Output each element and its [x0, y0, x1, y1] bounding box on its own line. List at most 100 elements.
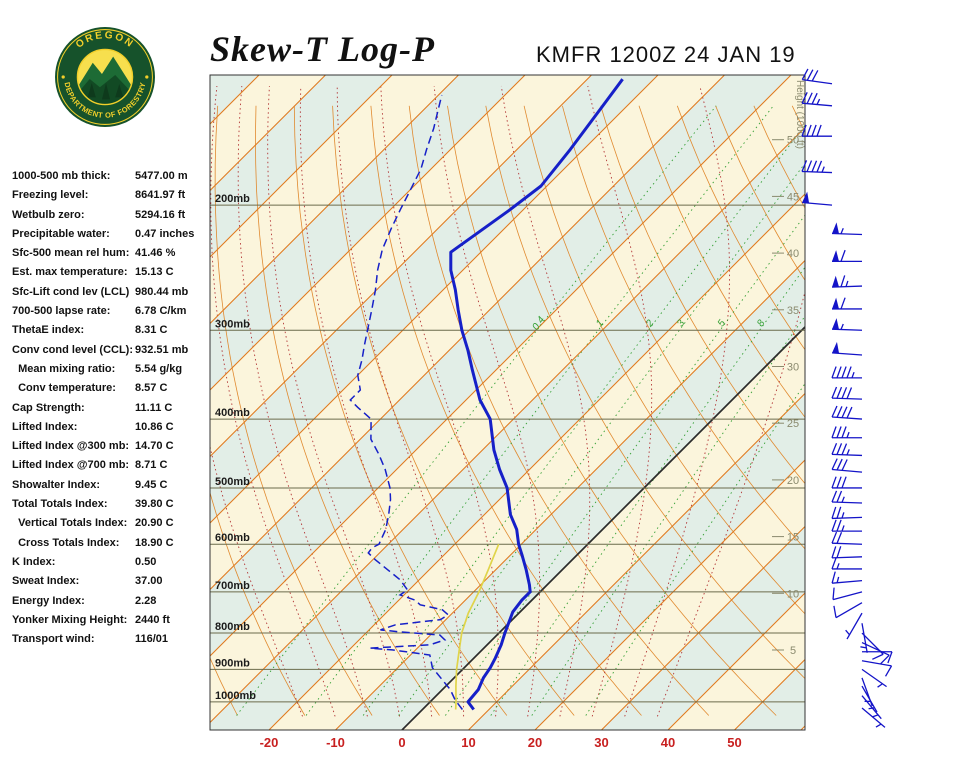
- stat-label: Wetbulb zero:: [12, 208, 85, 221]
- stat-label: Lifted Index:: [12, 420, 78, 433]
- dry-adiabats: [210, 105, 805, 716]
- stat-label: 700-500 lapse rate:: [12, 305, 111, 318]
- temp-axis-label: 50: [727, 735, 741, 750]
- wind-barb: [832, 297, 862, 310]
- stat-label: Mean mixing ratio:: [12, 362, 116, 375]
- mixing-ratio-lines: [236, 105, 805, 716]
- pressure-label: 900mb: [215, 657, 250, 669]
- logo-inner-ring: [76, 48, 134, 106]
- stat-value: 8.71 C: [135, 459, 168, 472]
- moist-adiabats: [210, 85, 805, 717]
- stat-row: K Index: 0.50: [12, 553, 212, 572]
- stat-value: 6.78 C/km: [135, 305, 187, 318]
- stat-label: Precipitable water:: [12, 227, 110, 240]
- stat-value: 0.50: [135, 555, 157, 568]
- stat-value: 932.51 mb: [135, 343, 189, 356]
- wind-barb: [861, 668, 887, 688]
- stat-row: Showalter Index: 9.45 C: [12, 476, 212, 495]
- wind-barb: [831, 546, 863, 559]
- mixing-ratio-label: 5: [716, 318, 728, 329]
- pressure-label: 400mb: [215, 407, 250, 419]
- height-tick-label: 35: [787, 305, 799, 317]
- mixing-ratio-label: 3: [675, 318, 687, 329]
- stat-label: Est. max temperature:: [12, 266, 128, 279]
- temp-axis-label: 30: [594, 735, 608, 750]
- wind-barb: [861, 707, 886, 728]
- isotherms: [210, 75, 805, 730]
- wind-barb: [831, 405, 863, 420]
- stat-label: Lifted Index @300 mb:: [12, 440, 130, 453]
- stat-value: 10.86 C: [135, 420, 174, 433]
- stat-label: Cross Totals Index:: [12, 536, 120, 549]
- wind-barb: [861, 677, 873, 707]
- temp-axis-label: -20: [260, 735, 279, 750]
- stat-label: Yonker Mixing Height:: [12, 613, 128, 626]
- stat-value: 14.70 C: [135, 440, 174, 453]
- height-axis-title: Height (1000 ft): [794, 80, 805, 149]
- stat-label: Showalter Index:: [12, 478, 101, 491]
- wind-barb: [831, 519, 862, 532]
- stat-label: ThetaE index:: [12, 324, 85, 337]
- stat-row: Lifted Index: 10.86 C: [12, 418, 212, 437]
- temperature-profile: [449, 78, 624, 711]
- pressure-label: 700mb: [215, 580, 250, 592]
- stat-row: 1000-500 mb thick: 5477.00 m: [12, 167, 212, 186]
- stat-row: Transport wind: 116/01: [12, 630, 212, 649]
- stat-row: Precipitable water: 0.47 inches: [12, 225, 212, 244]
- stat-row: Yonker Mixing Height: 2440 ft: [12, 611, 212, 630]
- stat-value: 39.80 C: [135, 498, 174, 511]
- wind-barb: [831, 458, 863, 473]
- stat-value: 8.57 C: [135, 382, 168, 395]
- stat-row: Lifted Index @700 mb: 8.71 C: [12, 456, 212, 475]
- wind-barb: [831, 571, 863, 584]
- wind-barb: [801, 92, 833, 107]
- stat-label: K Index:: [12, 555, 56, 568]
- wind-barb: [831, 531, 863, 545]
- wind-barb: [802, 191, 833, 206]
- stat-label: Conv cond level (CCL):: [12, 343, 134, 356]
- stat-label: Lifted Index @700 mb:: [12, 459, 130, 472]
- stat-label: Freezing level:: [12, 189, 89, 202]
- height-tick-label: 30: [787, 362, 799, 374]
- height-tick-label: 20: [787, 475, 799, 487]
- stat-label: Transport wind:: [12, 633, 95, 646]
- stat-row: Cap Strength: 11.11 C: [12, 399, 212, 418]
- wind-barb: [832, 249, 862, 263]
- pressure-label: 1000mb: [215, 690, 256, 702]
- stat-value: 9.45 C: [135, 478, 168, 491]
- stat-value: 37.00: [135, 575, 163, 588]
- stat-label: Energy Index:: [12, 594, 85, 607]
- stat-value: 5477.00 m: [135, 170, 188, 182]
- wind-barb: [831, 222, 863, 236]
- pressure-labels: 200mb 300mb 400mb 500mb 600mb 700mb 800mb 900mb…: [215, 193, 256, 702]
- logo-outer-ring: [57, 29, 153, 125]
- height-tick-label: 25: [787, 418, 799, 430]
- odf-logo: OREGON DEPARTMENT OF FORESTRY: [54, 26, 156, 128]
- temp-axis-label: 20: [528, 735, 542, 750]
- wind-barb: [831, 490, 863, 504]
- plot-border: [209, 74, 806, 731]
- stat-value: 41.46 %: [135, 247, 176, 260]
- stat-row: Conv cond level (CCL): 932.51 mb: [12, 341, 212, 360]
- stat-label: Conv temperature:: [12, 382, 116, 395]
- stat-value: 11.11 C: [135, 401, 173, 414]
- stat-row: Sweat Index: 37.00: [12, 572, 212, 591]
- wind-barb: [831, 557, 862, 570]
- stat-value: 116/01: [135, 633, 169, 646]
- height-tick-label: 10: [787, 588, 799, 600]
- pressure-label: 800mb: [215, 621, 250, 633]
- wind-barb: [861, 641, 890, 665]
- wind-barb: [801, 124, 832, 137]
- height-tick-label: 40: [787, 248, 799, 260]
- stat-value: 0.47 inches: [135, 227, 195, 240]
- temp-axis-label: -10: [326, 735, 345, 750]
- height-tick-label: 45: [787, 191, 799, 203]
- wind-barb: [832, 587, 863, 601]
- height-tick-label: 50: [787, 135, 799, 147]
- wind-barb: [831, 476, 862, 489]
- stat-value: 18.90 C: [135, 536, 174, 549]
- stat-value: 2440 ft: [135, 613, 170, 626]
- stat-row: Mean mixing ratio: 5.54 g/kg: [12, 360, 212, 379]
- temp-axis-label: 40: [661, 735, 675, 750]
